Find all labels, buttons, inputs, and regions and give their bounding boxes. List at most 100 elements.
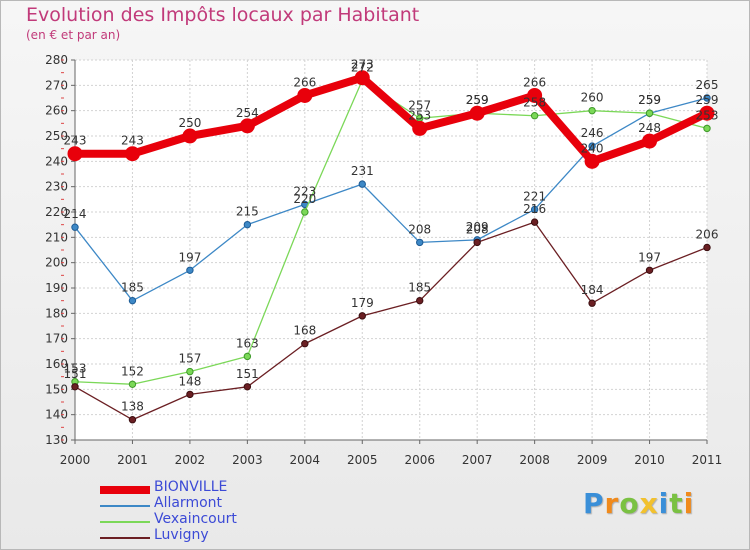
data-point-luvigny (530, 218, 539, 226)
data-point-allarmont (358, 180, 366, 188)
logo-letter: i (683, 487, 695, 520)
data-label-vexaincourt: 220 (293, 192, 316, 206)
page-title: Evolution des Impôts locaux par Habitant (26, 4, 420, 26)
data-label-allarmont: 209 (466, 220, 489, 234)
y-tick-label: 190 (45, 281, 68, 295)
data-label-luvigny: 185 (408, 281, 431, 295)
data-label-luvigny: 179 (351, 296, 374, 310)
data-label-vexaincourt: 157 (178, 352, 201, 366)
data-point-allarmont (530, 205, 539, 214)
data-point-luvigny (473, 238, 481, 247)
data-label-vexaincourt: 253 (696, 108, 719, 122)
data-point-luvigny (301, 340, 309, 348)
logo-letter: P (583, 487, 605, 520)
data-label-luvigny: 148 (178, 374, 201, 388)
x-tick-label: 2000 (60, 453, 91, 467)
legend-label-vexaincourt: Vexaincourt (154, 511, 237, 527)
legend-swatch-luvigny (100, 537, 150, 539)
y-tick-label: 130 (45, 433, 68, 447)
y-tick-label: 150 (45, 382, 68, 396)
data-point-luvigny (243, 383, 252, 391)
x-tick-label: 2003 (232, 453, 263, 467)
legend-label-luvigny: Luvigny (154, 527, 209, 543)
y-tick-label: 200 (45, 256, 68, 270)
data-label-allarmont: 185 (121, 281, 144, 295)
logo-letter: o (619, 487, 640, 520)
data-point-allarmont (71, 223, 79, 231)
data-point-luvigny (128, 416, 137, 424)
data-point-allarmont (703, 94, 711, 102)
data-label-allarmont: 223 (293, 184, 316, 198)
plot-area (75, 60, 707, 440)
data-label-bionville: 266 (293, 75, 316, 89)
data-point-luvigny (358, 312, 366, 320)
data-label-bionville: 243 (64, 134, 87, 148)
x-tick-label: 2010 (634, 453, 665, 467)
data-label-allarmont: 221 (523, 189, 546, 203)
x-tick-label: 2001 (117, 453, 148, 467)
data-label-bionville: 248 (638, 121, 661, 135)
logo-letter: t (669, 487, 684, 520)
x-tick-label: 2009 (577, 453, 608, 467)
data-label-allarmont: 259 (638, 93, 661, 107)
data-point-bionville (412, 120, 428, 136)
data-point-luvigny (71, 383, 79, 391)
data-label-luvigny: 151 (236, 367, 259, 381)
data-point-luvigny (703, 243, 711, 252)
data-point-bionville (584, 153, 600, 169)
x-tick-label: 2005 (347, 453, 378, 467)
data-label-bionville: 259 (466, 93, 489, 107)
data-label-vexaincourt: 152 (121, 364, 144, 378)
data-point-allarmont (243, 220, 252, 229)
data-label-luvigny: 151 (64, 367, 87, 381)
data-label-bionville: 254 (236, 106, 259, 120)
logo-letter: x (639, 487, 659, 520)
data-label-bionville: 240 (581, 141, 604, 155)
data-label-allarmont: 246 (581, 126, 604, 140)
data-point-bionville (699, 105, 715, 121)
data-label-luvigny: 216 (523, 202, 546, 216)
series-line-bionville (75, 73, 709, 166)
y-tick-label: 240 (45, 154, 68, 168)
data-point-luvigny (186, 390, 194, 399)
data-point-bionville (239, 118, 255, 134)
y-tick-label: 180 (45, 306, 68, 320)
legend-swatch-vexaincourt (100, 521, 150, 523)
y-tick-label: 270 (45, 78, 68, 92)
data-point-allarmont (416, 238, 424, 247)
data-point-vexaincourt (128, 380, 137, 388)
y-tick-label: 220 (45, 205, 68, 219)
data-point-vexaincourt (243, 352, 252, 361)
y-tick-label: 210 (45, 230, 68, 244)
series-line-luvigny (74, 221, 708, 421)
y-tick-label: 250 (45, 129, 68, 143)
y-tick-label: 260 (45, 104, 68, 118)
data-label-bionville: 253 (408, 108, 431, 122)
data-point-vexaincourt (186, 367, 194, 376)
data-label-luvigny: 208 (466, 222, 489, 236)
proxiti-logo: Proxiti (583, 487, 694, 520)
data-label-vexaincourt: 153 (64, 362, 87, 376)
data-label-luvigny: 168 (293, 324, 316, 338)
logo-letter: i (658, 487, 670, 520)
data-label-bionville: 259 (696, 93, 719, 107)
data-label-allarmont: 265 (696, 78, 719, 92)
y-tick-label: 230 (45, 180, 68, 194)
x-tick-label: 2002 (175, 453, 206, 467)
data-point-bionville (124, 146, 140, 162)
y-tick-label: 280 (45, 53, 68, 67)
data-label-allarmont: 208 (408, 222, 431, 236)
data-label-luvigny: 206 (696, 227, 719, 241)
x-tick-label: 2008 (519, 453, 550, 467)
x-tick-label: 2004 (290, 453, 321, 467)
legend-swatch-bionville (100, 486, 150, 494)
data-point-allarmont (186, 266, 194, 274)
data-point-allarmont (588, 142, 596, 150)
data-label-vexaincourt: 260 (581, 91, 604, 105)
legend-label-bionville: BIONVILLE (154, 479, 228, 495)
data-label-allarmont: 214 (64, 207, 87, 221)
data-label-luvigny: 184 (581, 283, 604, 297)
data-label-vexaincourt: 259 (638, 93, 661, 107)
data-point-vexaincourt (645, 109, 654, 117)
data-point-bionville (527, 87, 543, 103)
